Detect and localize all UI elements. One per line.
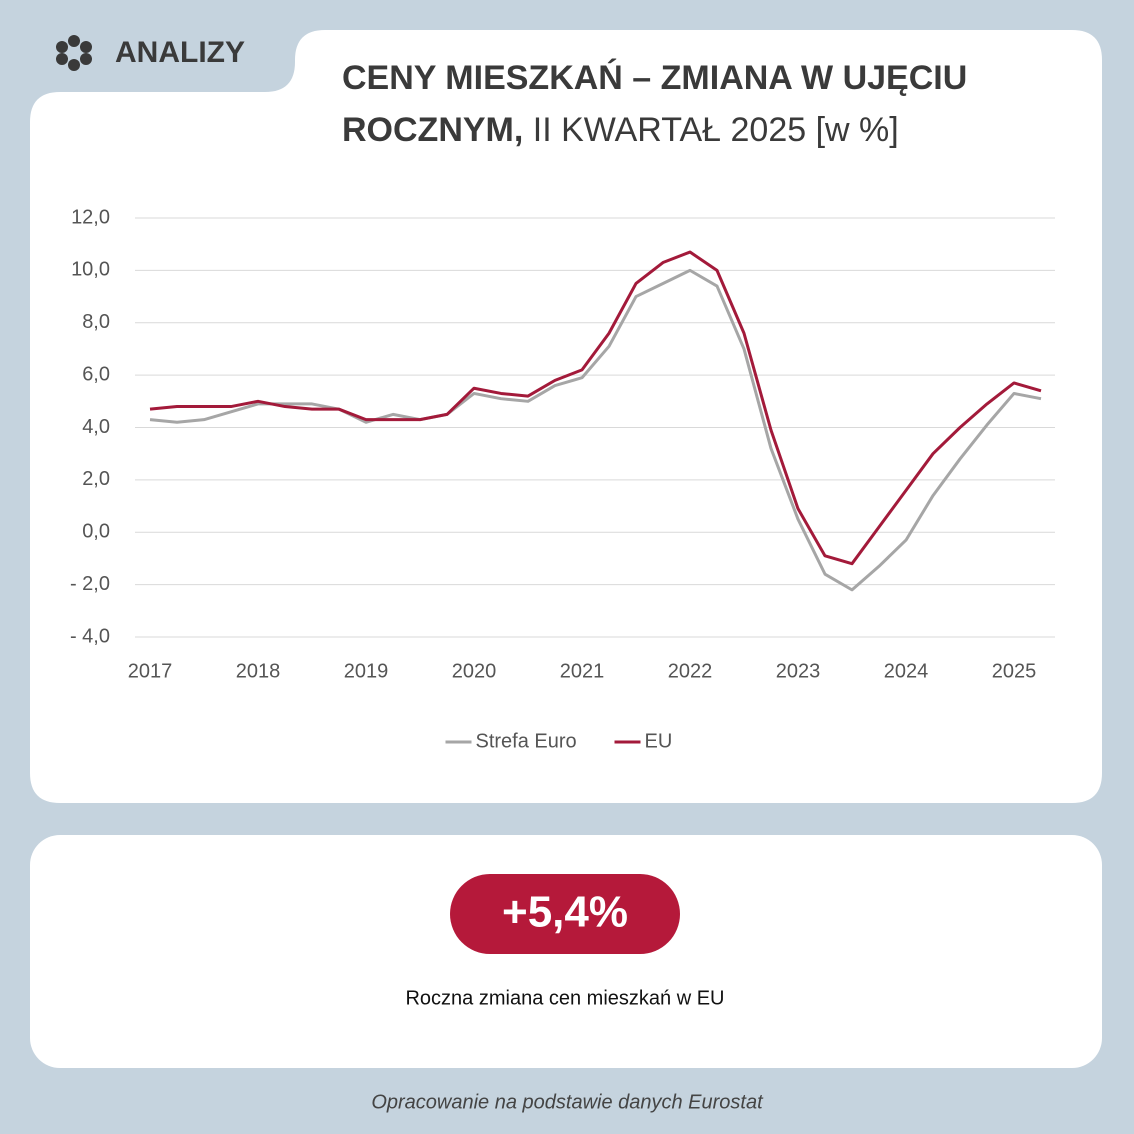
y-tick-label: 4,0: [82, 416, 110, 438]
y-tick-label: 12,0: [71, 206, 110, 228]
y-tick-label: 0,0: [82, 521, 110, 543]
legend-label: EU: [645, 730, 673, 752]
subtitle: II KWARTAŁ 2025 [w %]: [532, 111, 899, 149]
y-tick-label: 8,0: [82, 311, 110, 333]
x-tick-label: 2023: [776, 660, 821, 682]
data-line: [149, 250, 1042, 566]
chart-card: [30, 30, 1102, 803]
x-tick-label: 2021: [560, 660, 605, 682]
highlight-pill: [450, 874, 680, 954]
legend-label: Strefa Euro: [476, 730, 577, 752]
x-tick-label: 2018: [236, 660, 281, 682]
y-tick-label: 2,0: [82, 468, 110, 490]
highlight-caption: Roczna zmiana cen mieszkań w EU: [405, 987, 724, 1009]
x-tick-label: 2025: [992, 660, 1037, 682]
source-note: Opracowanie na podstawie danych Eurostat: [371, 1091, 764, 1113]
data-line: [149, 268, 1042, 592]
highlight-value: +5,4%: [502, 888, 628, 937]
y-tick-label: - 4,0: [70, 625, 110, 647]
x-tick-label: 2019: [344, 660, 389, 682]
x-tick-label: 2024: [884, 660, 929, 682]
x-tick-label: 2022: [668, 660, 713, 682]
logo-text: ANALIZY: [115, 36, 245, 69]
x-tick-label: 2017: [128, 660, 173, 682]
y-tick-label: 6,0: [82, 363, 110, 385]
y-tick-label: 10,0: [71, 259, 110, 281]
y-tick-label: - 2,0: [70, 573, 110, 595]
logo-icon: [56, 35, 92, 71]
chart-title: CENY MIESZKAŃ – ZMIANA W UJĘCIU ROCZNYM,…: [342, 52, 1082, 156]
title-bold: CENY MIESZKAŃ – ZMIANA W UJĘCIU ROCZNYM,: [342, 59, 968, 149]
x-tick-label: 2020: [452, 660, 497, 682]
